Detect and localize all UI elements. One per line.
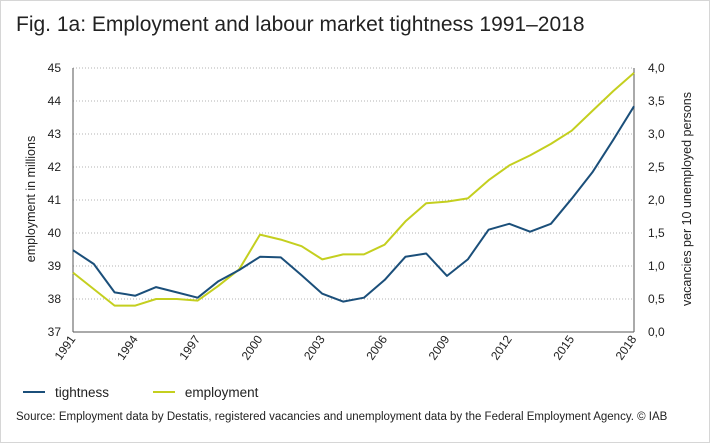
y-tick-label: 39 (48, 259, 62, 273)
y2-tick-label: 1,5 (648, 226, 665, 240)
legend-item-tightness: tightness (23, 385, 109, 400)
y-tick-label: 40 (48, 226, 62, 240)
series-line-employment (72, 72, 635, 307)
series-line-tightness (72, 105, 635, 303)
y2-tick-label: 3,0 (648, 127, 665, 141)
y2-tick-label: 0,5 (648, 292, 665, 306)
left-axis-title: employment in millions (24, 136, 38, 262)
gridlines (72, 67, 635, 333)
legend-item-employment: employment (152, 384, 259, 400)
right-axis-ticks: 0,0 0,5 1,0 1,5 2,0 2,5 3,0 3,5 4,0 (648, 61, 665, 339)
source-note: Source: Employment data by Destatis, reg… (16, 411, 668, 423)
x-tick-label: 2000 (239, 332, 266, 362)
left-axis-ticks: 37 38 39 40 41 42 43 44 45 (48, 61, 62, 339)
right-axis-title: vacancies per 10 unemployed persons (680, 92, 694, 306)
y2-tick-label: 1,0 (648, 259, 665, 273)
y2-tick-label: 2,0 (648, 193, 665, 207)
x-tick-label: 2015 (550, 332, 577, 362)
x-tick-label: 2003 (301, 332, 328, 362)
x-tick-label: 1994 (114, 332, 141, 362)
y-tick-label: 37 (48, 325, 62, 339)
legend-label-employment: employment (184, 384, 259, 400)
y-tick-label: 38 (48, 292, 62, 306)
legend-swatch-employment (152, 391, 175, 393)
y2-tick-label: 3,5 (648, 94, 665, 108)
x-tick-label: 2018 (613, 332, 640, 362)
x-tick-label: 2006 (363, 332, 390, 362)
y2-tick-label: 4,0 (648, 61, 665, 75)
chart-title: Fig. 1a: Employment and labour market ti… (16, 13, 585, 36)
x-axis-ticks: 1991 1994 1997 2000 2003 2006 2009 2012 2015 2018 (52, 332, 640, 362)
y-tick-label: 44 (48, 94, 62, 108)
legend-swatch-tightness (23, 391, 45, 393)
y-tick-label: 45 (48, 61, 62, 75)
series-lines (72, 72, 635, 307)
y2-tick-label: 2,5 (648, 160, 665, 174)
legend-label-tightness: tightness (55, 384, 110, 400)
y2-tick-label: 0,0 (648, 325, 665, 339)
y-tick-label: 41 (48, 193, 62, 207)
x-tick-label: 2012 (488, 332, 515, 362)
chart-legend: tightness employment (23, 381, 298, 400)
y-tick-label: 42 (48, 160, 62, 174)
x-tick-label: 1997 (176, 332, 203, 362)
y-tick-label: 43 (48, 127, 62, 141)
x-tick-label: 2009 (426, 332, 453, 362)
